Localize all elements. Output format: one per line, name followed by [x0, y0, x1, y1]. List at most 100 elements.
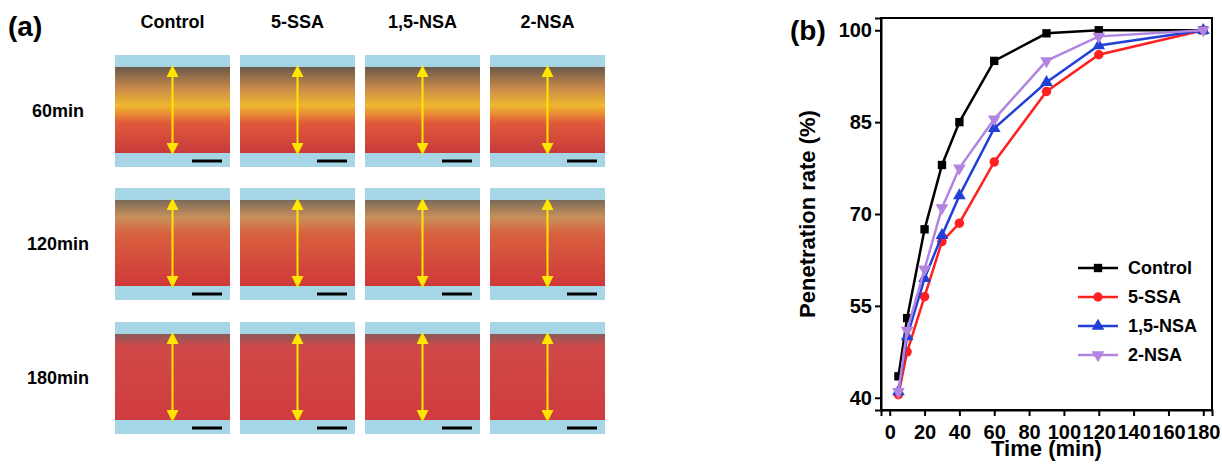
- legend-marker: [1094, 264, 1102, 272]
- legend-marker: [1092, 351, 1105, 362]
- scale-bar: [192, 427, 222, 430]
- plot-frame: [881, 18, 1212, 410]
- plot-data: [892, 23, 1210, 399]
- marker: [936, 204, 949, 215]
- panel-a: (a)Control5-SSA1,5-NSA2-NSA60min120min18…: [8, 11, 605, 434]
- marker: [1197, 27, 1210, 38]
- marker: [936, 228, 949, 239]
- tick: 160: [1152, 410, 1185, 443]
- scale-bar: [567, 293, 597, 296]
- depth-arrow: [172, 71, 174, 149]
- tick-label: 55: [850, 295, 872, 317]
- legend-marker: [1092, 319, 1105, 330]
- y-axis: 40 55 70 85 100: [839, 19, 882, 411]
- scale-bar: [192, 160, 222, 163]
- axis-line: [875, 19, 882, 411]
- tissue: [115, 67, 230, 153]
- legend-label: 1,5-NSA: [1128, 316, 1197, 336]
- marker: [988, 115, 1001, 126]
- marker: [920, 225, 928, 233]
- tick: 85: [850, 111, 881, 133]
- marker: [955, 118, 963, 126]
- image-background: [240, 322, 355, 434]
- scale-bar: [567, 427, 597, 430]
- tick-mark: [875, 305, 881, 307]
- panel-letter: (a): [8, 11, 42, 42]
- tick-mark: [875, 30, 881, 32]
- tick: 70: [850, 203, 881, 225]
- tick: 20: [914, 410, 936, 443]
- marker: [990, 57, 998, 65]
- tick-label: 0: [885, 421, 896, 443]
- panel-b: 02040608010012014016018040557085100Time …: [790, 15, 1220, 461]
- tick-mark: [889, 410, 891, 416]
- legend-marker: [1093, 292, 1102, 301]
- depth-arrow: [297, 338, 299, 416]
- legend-label: 5-SSA: [1128, 287, 1181, 307]
- panel-letter: (b): [790, 15, 826, 46]
- depth-arrow: [422, 71, 424, 149]
- tick-mark: [1168, 410, 1170, 416]
- tick-label: 100: [839, 19, 872, 41]
- marker: [953, 164, 966, 175]
- tick-mark: [959, 410, 961, 416]
- scale-bar: [192, 293, 222, 296]
- tissue: [490, 334, 605, 420]
- marker: [938, 161, 946, 169]
- depth-arrow: [547, 204, 549, 282]
- marker: [990, 157, 999, 166]
- column-head: 5-SSA: [271, 12, 324, 32]
- scale-bar: [317, 160, 347, 163]
- depth-arrow: [172, 338, 174, 416]
- image-background: [490, 322, 605, 434]
- column-head: 2-NSA: [520, 12, 574, 32]
- x-axis-title: Time (min): [991, 436, 1102, 461]
- tick-mark: [1029, 410, 1031, 416]
- tick-mark: [1063, 410, 1065, 416]
- tick: 40: [949, 410, 971, 443]
- scale-bar: [442, 160, 472, 163]
- image-background: [240, 55, 355, 167]
- tissue: [240, 200, 355, 286]
- series-line: [898, 30, 1203, 394]
- tick-mark: [875, 214, 881, 216]
- row-head: 180min: [27, 368, 89, 388]
- scale-bar: [567, 160, 597, 163]
- depth-arrow: [422, 204, 424, 282]
- depth-arrow: [547, 338, 549, 416]
- depth-arrow: [422, 338, 424, 416]
- tick-mark: [1133, 410, 1135, 416]
- image-background: [490, 188, 605, 300]
- marker: [955, 218, 964, 227]
- marker: [1042, 29, 1050, 37]
- image-background: [240, 188, 355, 300]
- tick-label: 40: [850, 387, 872, 409]
- tick-label: 85: [850, 111, 872, 133]
- image-background: [490, 55, 605, 167]
- marker: [892, 388, 905, 399]
- scale-bar: [317, 293, 347, 296]
- tissue: [365, 200, 480, 286]
- tissue: [490, 200, 605, 286]
- tick-label: 160: [1152, 421, 1185, 443]
- tick-label: 40: [949, 421, 971, 443]
- tick: 180: [1187, 410, 1220, 443]
- depth-arrow: [297, 71, 299, 149]
- tissue: [115, 334, 230, 420]
- y-axis-title: Penetration rate (%): [795, 110, 820, 318]
- tissue: [365, 334, 480, 420]
- tick-mark: [994, 410, 996, 416]
- marker: [953, 188, 966, 199]
- marker: [918, 265, 931, 276]
- scale-bar: [442, 293, 472, 296]
- series-line: [898, 30, 1203, 391]
- tick: 55: [850, 295, 881, 317]
- series-line: [898, 30, 1203, 391]
- image-background: [115, 55, 230, 167]
- image-background: [365, 188, 480, 300]
- tick-mark: [1203, 410, 1205, 416]
- marker: [1094, 50, 1103, 59]
- tissue: [490, 67, 605, 153]
- legend-label: 2-NSA: [1128, 345, 1182, 365]
- marker: [901, 327, 914, 338]
